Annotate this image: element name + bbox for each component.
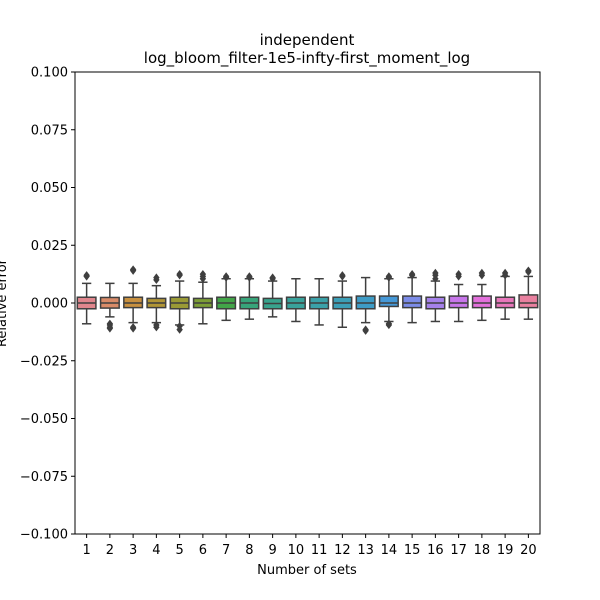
x-tick-label: 14 xyxy=(381,543,398,558)
flier-point xyxy=(455,272,462,281)
flier-point xyxy=(176,325,183,334)
box-6 xyxy=(192,269,213,325)
flier-point xyxy=(432,274,439,283)
y-tick-label: −0.025 xyxy=(20,354,68,369)
x-tick-label: 12 xyxy=(334,543,351,558)
y-axis-ticks: 0.100 0.075 0.050 0.025 0.000 −0.025 −0.050 −0.… xyxy=(20,66,75,543)
flier-point xyxy=(153,275,160,285)
flier-point xyxy=(339,272,346,281)
flier-point xyxy=(501,271,509,280)
x-tick-label: 3 xyxy=(129,543,137,558)
box-18 xyxy=(471,268,492,322)
x-axis-ticks: 1 2 3 4 5 6 7 8 9 10 11 12 13 14 15 16 17 18 19 20 xyxy=(82,534,537,558)
flier-point xyxy=(269,274,276,283)
box-body xyxy=(471,295,492,309)
y-tick-label: −0.050 xyxy=(20,412,68,427)
flier-point xyxy=(199,274,207,283)
flier-point xyxy=(246,273,253,282)
x-tick-label: 5 xyxy=(175,543,183,558)
y-tick-label: −0.075 xyxy=(20,470,68,485)
box-13 xyxy=(355,276,376,335)
flier-point xyxy=(129,266,137,275)
x-tick-label: 19 xyxy=(497,543,514,558)
plot-frame xyxy=(74,71,541,535)
flier-point xyxy=(83,272,90,281)
chart-subtitle: log_bloom_filter-1e5-infty-first_moment_… xyxy=(144,49,470,68)
y-axis-label: Relative error xyxy=(0,258,10,347)
flier-point xyxy=(525,267,532,276)
box-5 xyxy=(169,269,190,334)
box-2 xyxy=(99,282,120,333)
box-body xyxy=(378,295,399,308)
box-19 xyxy=(495,268,516,320)
box-14 xyxy=(378,272,399,330)
x-tick-label: 2 xyxy=(106,543,114,558)
box-series xyxy=(76,265,539,335)
x-tick-label: 6 xyxy=(199,543,207,558)
box-body xyxy=(448,295,469,309)
x-tick-label: 11 xyxy=(311,543,328,558)
x-tick-label: 16 xyxy=(427,543,444,558)
flier-point xyxy=(408,271,416,280)
flier-point xyxy=(153,323,160,332)
x-axis-label: Number of sets xyxy=(257,563,357,578)
box-8 xyxy=(239,272,260,320)
box-10 xyxy=(285,277,306,323)
x-tick-label: 13 xyxy=(357,543,374,558)
x-tick-label: 20 xyxy=(520,543,537,558)
flier-point xyxy=(222,273,230,282)
x-tick-label: 18 xyxy=(474,543,491,558)
y-tick-label: 0.100 xyxy=(31,66,68,81)
x-tick-label: 7 xyxy=(222,543,230,558)
box-body xyxy=(402,295,423,309)
flier-point xyxy=(478,271,486,280)
x-tick-label: 15 xyxy=(404,543,421,558)
flier-point xyxy=(385,320,393,330)
x-tick-label: 8 xyxy=(245,543,253,558)
box-12 xyxy=(332,271,353,329)
y-tick-label: 0.050 xyxy=(31,181,68,196)
box-4 xyxy=(146,273,167,332)
box-body xyxy=(518,294,539,309)
box-20 xyxy=(518,266,539,320)
flier-point xyxy=(362,326,369,335)
x-tick-label: 10 xyxy=(288,543,305,558)
flier-point xyxy=(385,273,393,282)
y-tick-label: 0.000 xyxy=(31,297,68,312)
y-tick-label: 0.075 xyxy=(31,123,68,138)
flier-point xyxy=(176,271,183,280)
x-tick-label: 17 xyxy=(450,543,467,558)
chart-title: independent xyxy=(260,31,355,49)
x-tick-label: 9 xyxy=(268,543,276,558)
x-tick-label: 4 xyxy=(152,543,160,558)
box-16 xyxy=(425,268,446,323)
y-tick-label: −0.100 xyxy=(20,528,68,543)
box-7 xyxy=(216,272,237,322)
box-11 xyxy=(309,277,330,326)
box-15 xyxy=(402,269,423,324)
box-9 xyxy=(262,273,283,318)
y-tick-label: 0.025 xyxy=(31,239,68,254)
box-17 xyxy=(448,269,469,323)
flier-point xyxy=(106,324,114,333)
x-tick-label: 1 xyxy=(82,543,90,558)
box-1 xyxy=(76,271,97,325)
flier-point xyxy=(129,324,137,333)
box-3 xyxy=(123,265,144,333)
